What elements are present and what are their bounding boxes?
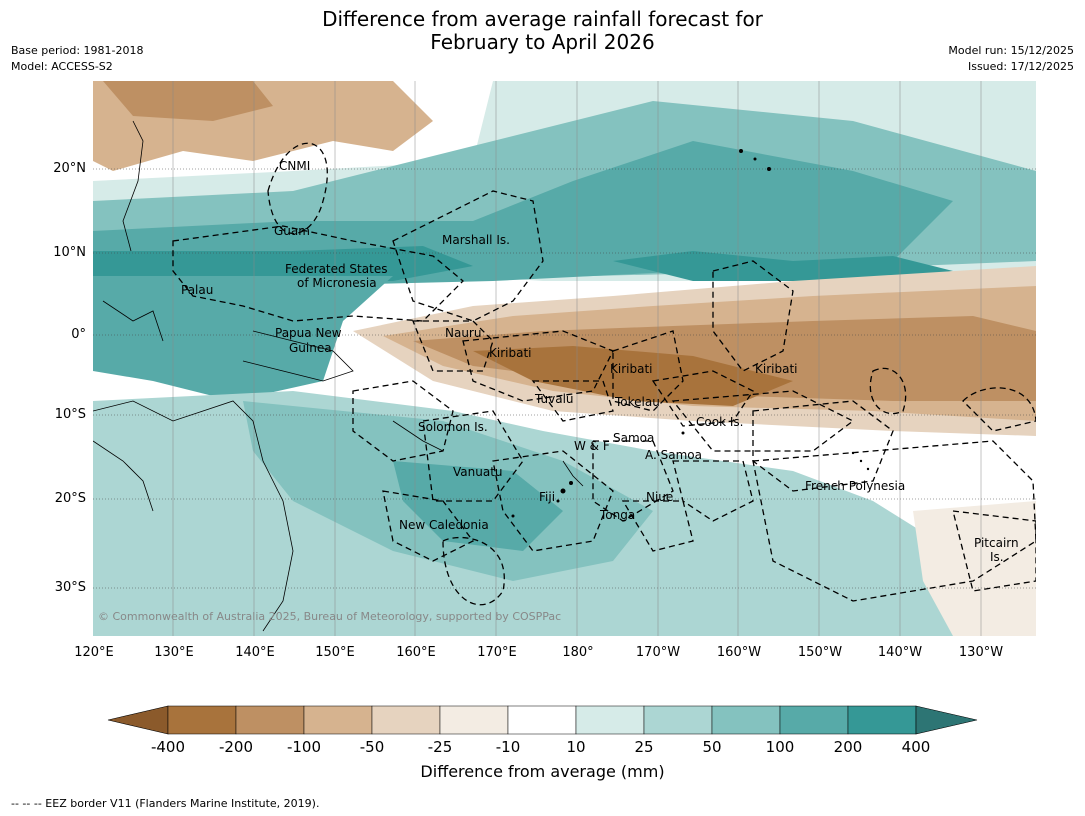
region-tokelau: Tokelau [615, 395, 660, 409]
colorbar-tick-neg50: -50 [359, 738, 385, 756]
lon-label-120e: 120°E [74, 645, 114, 660]
rainfall-map[interactable]: CNMI Guam Marshall Is. Federated States … [93, 81, 1036, 636]
map-canvas [93, 81, 1036, 636]
region-png-2: Guinea [289, 341, 332, 355]
model-run: Model run: 15/12/2025 [948, 44, 1074, 57]
lat-label-10n: 10°N [53, 245, 86, 260]
region-french-polynesia: French Polynesia [805, 479, 906, 493]
chart-title: Difference from average rainfall forecas… [0, 8, 1085, 54]
region-tuvalu: Tuvalu [535, 392, 574, 406]
north-wet-peak [93, 246, 473, 281]
colorbar-title: Difference from average (mm) [420, 762, 665, 781]
region-solomon: Solomon Is. [418, 420, 488, 434]
colorbar-bin-9 [711, 705, 781, 735]
lon-label-140e: 140°E [235, 645, 275, 660]
graticule [93, 168, 1036, 589]
colorbar-tick-10: 10 [566, 738, 586, 756]
west-pacific-wet [93, 276, 393, 401]
lon-label-180: 180° [562, 645, 594, 660]
islands [511, 149, 870, 518]
colorbar-bin-5 [439, 705, 509, 735]
lon-label-150w: 150°W [797, 645, 843, 660]
colorbar-tick-neg200: -200 [218, 738, 254, 756]
region-kiribati-central: Kiribati [610, 362, 653, 376]
model-name: Model: ACCESS-S2 [11, 60, 113, 73]
equatorial-dry-inner [413, 316, 1036, 401]
colorbar-bin-7 [575, 705, 645, 735]
region-cnmi: CNMI [279, 159, 311, 173]
colorbar-tick-25: 25 [634, 738, 654, 756]
region-vanuatu: Vanuatu [453, 465, 503, 479]
lon-label-160w: 160°W [716, 645, 762, 660]
lon-label-170e: 170°E [477, 645, 517, 660]
north-dry-patch-inner [103, 81, 273, 121]
region-nauru: Nauru [445, 326, 482, 340]
colorbar-bin-1 [167, 705, 237, 735]
region-marshall: Marshall Is. [442, 233, 510, 247]
title-line-2: February to April 2026 [430, 30, 655, 54]
south-pacific-wet-core [393, 461, 563, 551]
south-dry-patch [913, 501, 1036, 636]
colorbar-tick-400: 400 [901, 738, 931, 756]
colorbar-tick-neg25: -25 [427, 738, 453, 756]
colorbar-bin-3 [303, 705, 373, 735]
meta-right: Model run: 15/12/2025 Issued: 17/12/2025 [948, 43, 1074, 75]
lat-label-10s: 10°S [54, 407, 86, 422]
title-line-1: Difference from average rainfall forecas… [322, 7, 763, 31]
colorbar-high-extend [915, 705, 978, 735]
coastlines [93, 120, 584, 632]
colorbar-tick-50: 50 [702, 738, 722, 756]
base-period: Base period: 1981-2018 [11, 44, 144, 57]
region-niue: Niue [646, 490, 674, 504]
lat-label-30s: 30°S [54, 580, 86, 595]
colorbar-bin-2 [235, 705, 305, 735]
longitude-lines [172, 81, 982, 636]
lat-label-eq: 0° [71, 327, 86, 342]
eez-borders [172, 142, 1036, 606]
colorbar-tick-200: 200 [833, 738, 863, 756]
region-kiribati-west: Kiribati [489, 346, 532, 360]
meta-left: Base period: 1981-2018 Model: ACCESS-S2 [11, 43, 143, 75]
lon-label-140w: 140°W [877, 645, 923, 660]
colorbar-bin-10 [779, 705, 849, 735]
region-new-caledonia: New Caledonia [399, 518, 489, 532]
region-palau: Palau [181, 283, 214, 297]
region-guam: Guam [274, 224, 310, 238]
colorbar-tick-neg100: -100 [286, 738, 322, 756]
colorbar-low-extend [107, 705, 169, 735]
region-american-samoa: A. Samoa [645, 448, 702, 462]
region-png-1: Papua New [275, 326, 342, 340]
lat-label-20s: 20°S [54, 491, 86, 506]
colorbar-tick-100: 100 [765, 738, 795, 756]
lon-label-130e: 130°E [154, 645, 194, 660]
issued-date: Issued: 17/12/2025 [967, 60, 1074, 73]
lon-label-150e: 150°E [315, 645, 355, 660]
colorbar-bin-11 [847, 705, 917, 735]
region-tonga: Tonga [600, 508, 636, 522]
colorbar [107, 705, 978, 735]
colorbar-tick-neg400: -400 [150, 738, 186, 756]
region-pitcairn-2: Is. [990, 550, 1004, 564]
north-wet-peak-2 [613, 251, 953, 281]
region-fiji: Fiji [539, 490, 556, 504]
copyright-notice: © Commonwealth of Australia 2025, Bureau… [98, 610, 562, 623]
colorbar-bin-4 [371, 705, 441, 735]
region-fsm-2: of Micronesia [297, 276, 377, 290]
region-wallis-futuna: W & F [574, 439, 610, 453]
lon-label-130w: 130°W [958, 645, 1004, 660]
colorbar-bin-8 [643, 705, 713, 735]
central-dry-core [473, 346, 793, 406]
region-pitcairn-1: Pitcairn [974, 536, 1019, 550]
lon-label-160e: 160°E [396, 645, 436, 660]
region-fsm-1: Federated States [285, 262, 388, 276]
colorbar-bin-6 [507, 705, 577, 735]
region-labels: CNMI Guam Marshall Is. Federated States … [93, 81, 1036, 636]
region-samoa: Samoa [613, 431, 655, 445]
colorbar-tick-neg10: -10 [495, 738, 521, 756]
region-cook: Cook Is. [696, 415, 744, 429]
region-kiribati-east: Kiribati [755, 362, 798, 376]
lon-label-170w: 170°W [635, 645, 681, 660]
lat-label-20n: 20°N [53, 161, 86, 176]
eez-footnote: -- -- -- EEZ border V11 (Flanders Marine… [11, 797, 320, 810]
